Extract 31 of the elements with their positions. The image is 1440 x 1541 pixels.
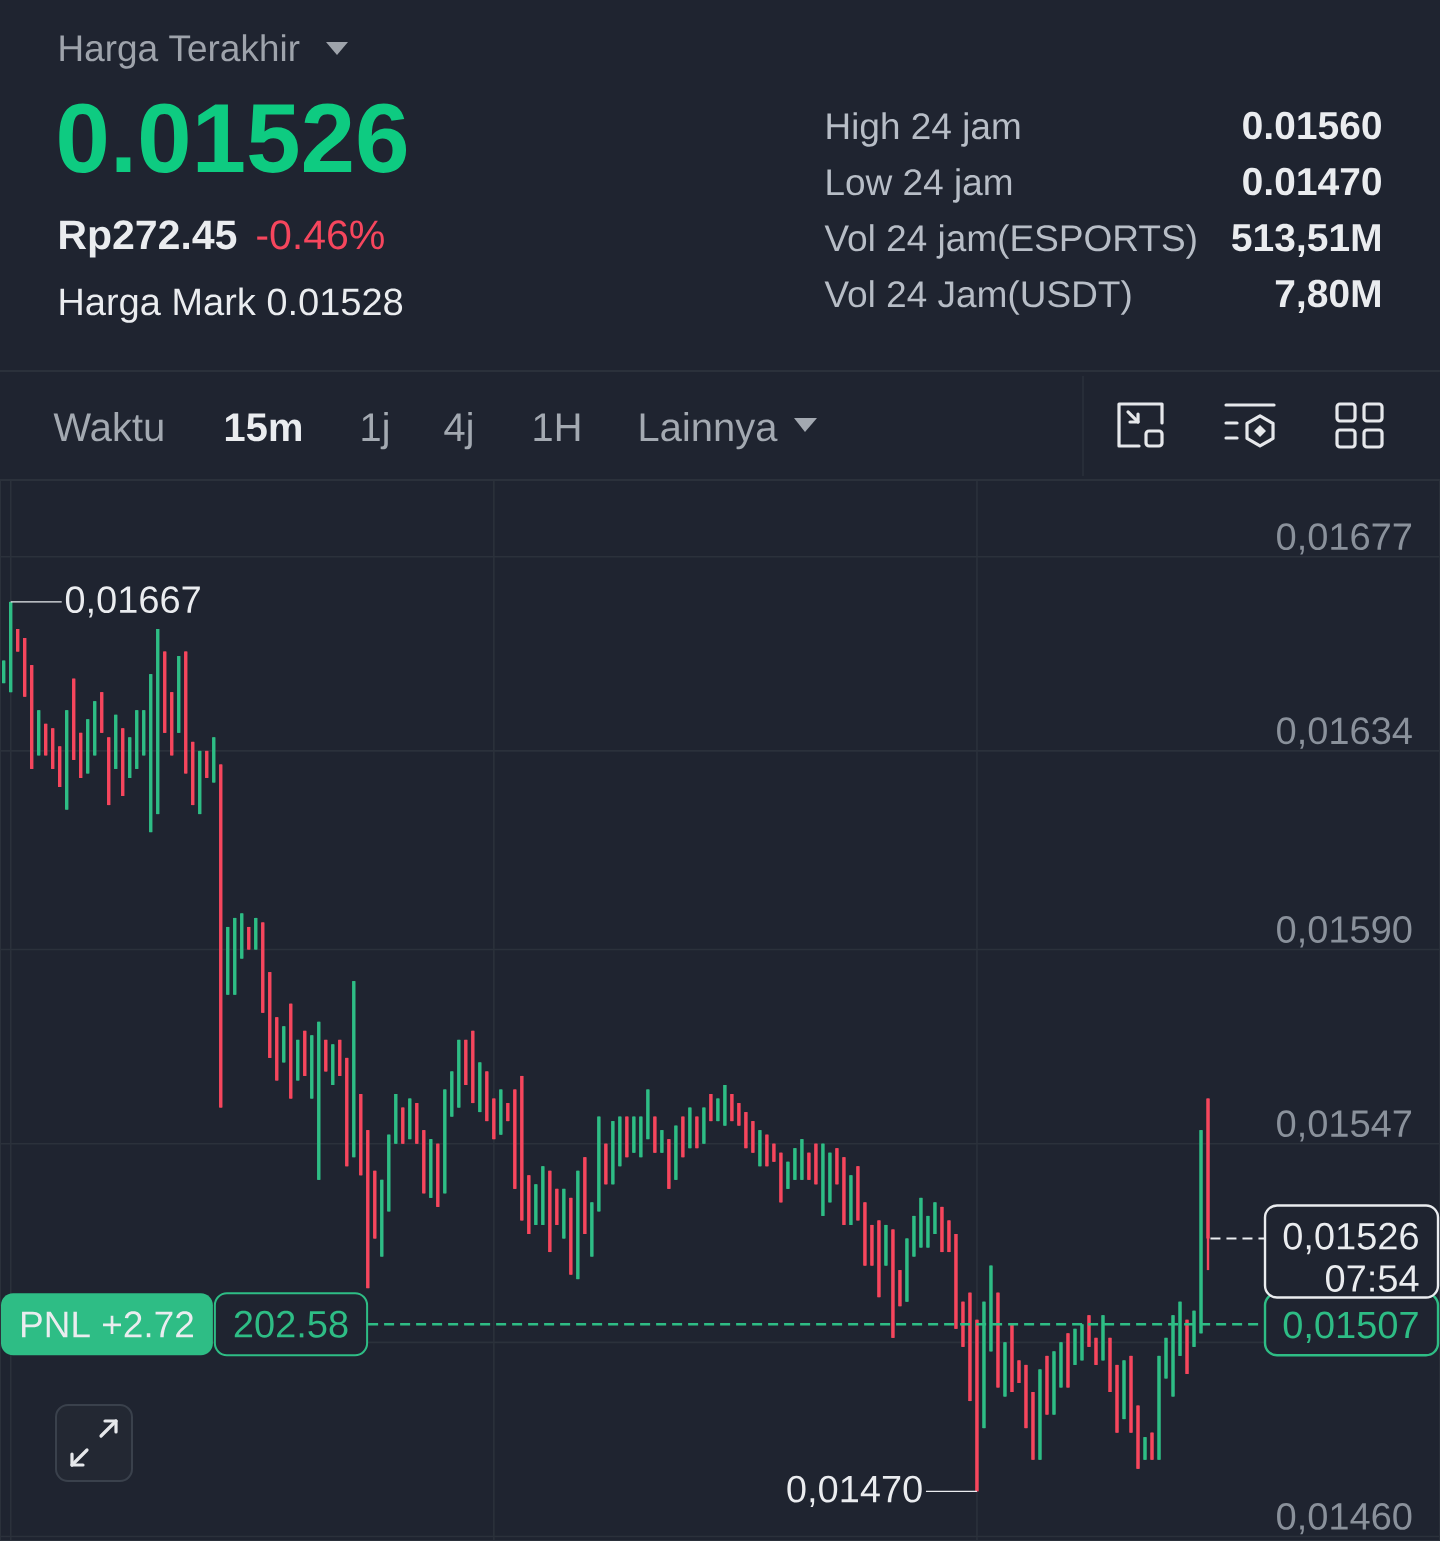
y-tick-label: 0,01460 xyxy=(1277,1502,1412,1535)
text: -0.46% xyxy=(257,220,384,250)
text: 1j xyxy=(362,412,388,450)
text: Harga Terakhir xyxy=(60,34,300,69)
text: High 24 jam xyxy=(827,112,1020,147)
text: 0.01526 xyxy=(59,103,407,173)
annotation: 0,01667 xyxy=(65,586,200,618)
text: Vol 24 Jam(USDT) xyxy=(824,280,1131,315)
text: Low 24 jam xyxy=(827,168,1012,203)
text: 513,51M xyxy=(1232,223,1380,257)
text: Waktu xyxy=(53,412,163,442)
ref-line-label: 0,01526 xyxy=(1283,1222,1418,1255)
text: Vol 24 jam(ESPORTS) xyxy=(824,224,1196,259)
text: Lainnya xyxy=(640,412,778,450)
text: Rp272.45 xyxy=(60,220,237,258)
text: 0.01470 xyxy=(1243,167,1381,196)
y-tick-label: 0,01590 xyxy=(1277,916,1412,948)
text: 07:54 xyxy=(1326,1265,1419,1292)
y-tick-label: 0,01677 xyxy=(1277,523,1412,555)
text: Harga Mark 0.01528 xyxy=(60,287,403,323)
annotation: PNL +2.72 xyxy=(22,1311,193,1338)
y-tick-label: 0,01547 xyxy=(1277,1110,1412,1142)
annotation: 0,01470 xyxy=(787,1475,922,1508)
text: 15m xyxy=(225,413,301,442)
text: 7,80M xyxy=(1275,279,1380,313)
text: 0.01560 xyxy=(1243,111,1381,140)
text: 4j xyxy=(444,412,472,450)
ref-line-label: 0,01507 xyxy=(1283,1311,1418,1343)
text: 1H xyxy=(534,413,580,441)
annotation: 202.58 xyxy=(234,1310,348,1338)
y-tick-label: 0,01634 xyxy=(1277,717,1412,749)
